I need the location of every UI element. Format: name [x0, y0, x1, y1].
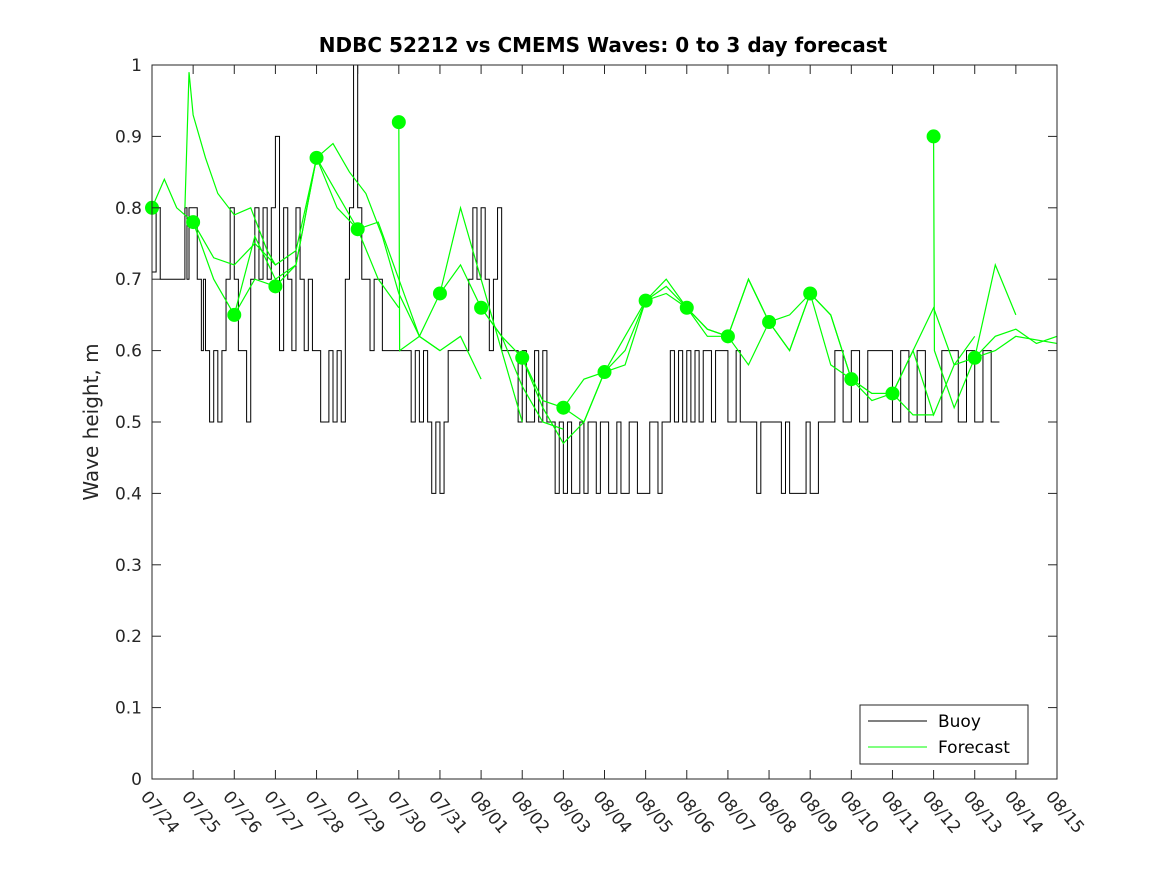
- x-tick-label: 08/02: [506, 787, 553, 837]
- forecast-point: [967, 350, 982, 365]
- series-line-forecast-2: [192, 157, 318, 266]
- x-tick-label: 07/26: [218, 787, 265, 837]
- x-tick-label: 08/11: [877, 787, 924, 837]
- forecast-point: [679, 300, 694, 315]
- series-line-forecast-9: [480, 307, 605, 409]
- x-tick-label: 08/01: [465, 787, 512, 837]
- series-line-forecast-12: [604, 292, 729, 373]
- x-tick-label: 08/09: [794, 787, 841, 837]
- series-line-forecast-1: [184, 72, 276, 266]
- series-line-forecast-20: [932, 136, 1057, 410]
- forecast-point: [556, 400, 571, 415]
- y-tick-label: 0: [131, 770, 142, 790]
- forecast-point: [186, 215, 201, 230]
- x-tick-label: 08/15: [1041, 787, 1088, 837]
- y-tick-label: 0.1: [115, 699, 142, 719]
- y-tick-label: 0.9: [115, 127, 142, 147]
- forecast-point: [309, 150, 324, 165]
- x-tick-label: 08/07: [712, 787, 759, 837]
- forecast-point: [597, 365, 612, 380]
- x-tick-label: 07/29: [342, 787, 389, 837]
- series-line-forecast-4: [274, 156, 400, 309]
- forecast-point: [762, 315, 777, 330]
- forecast-point: [268, 279, 283, 294]
- x-tick-label: 08/03: [548, 787, 595, 837]
- forecast-point: [350, 222, 365, 237]
- y-tick-label: 0.8: [115, 199, 142, 219]
- forecast-point: [515, 350, 530, 365]
- forecast-point: [803, 286, 818, 301]
- series-line-forecast-14: [686, 277, 811, 352]
- x-tick-label: 08/12: [918, 787, 965, 837]
- series-line-forecast-11: [563, 285, 688, 423]
- forecast-point: [474, 300, 489, 315]
- forecast-point: [926, 129, 941, 144]
- y-tick-label: 0.2: [115, 627, 142, 647]
- series-line-forecast-7: [398, 122, 523, 423]
- y-tick-label: 0.7: [115, 270, 142, 290]
- legend-buoy-label: Buoy: [938, 712, 981, 732]
- x-tick-label: 07/31: [424, 787, 471, 837]
- y-tick-label: 0.4: [115, 484, 142, 504]
- x-tick-label: 07/24: [136, 787, 183, 837]
- x-tick-label: 08/10: [835, 787, 882, 837]
- series-line-forecast-0: [152, 177, 276, 317]
- y-tick-label: 1: [131, 56, 142, 76]
- forecast-point: [432, 286, 447, 301]
- x-tick-label: 08/14: [1000, 787, 1047, 837]
- x-tick-label: 08/04: [589, 787, 636, 837]
- series-line-forecast-21: [974, 328, 1057, 359]
- series-line-forecast-16: [768, 292, 893, 395]
- x-tick-label: 08/13: [959, 787, 1006, 837]
- x-tick-label: 08/06: [671, 787, 718, 837]
- x-tick-label: 07/28: [301, 787, 348, 837]
- x-tick-label: 07/27: [260, 787, 307, 837]
- forecast-point: [391, 115, 406, 130]
- plot-area: [145, 65, 1057, 494]
- series-line-forecast-5: [316, 142, 441, 352]
- series-line-forecast-15: [727, 292, 852, 380]
- y-tick-label: 0.6: [115, 342, 142, 362]
- chart-title: NDBC 52212 vs CMEMS Waves: 0 to 3 day fo…: [319, 33, 888, 57]
- x-tick-label: 07/30: [383, 787, 430, 837]
- series-line-forecast-19: [891, 262, 1017, 394]
- series-line-buoy: [152, 65, 1000, 494]
- legend-forecast-label: Forecast: [938, 738, 1010, 758]
- x-tick-label: 07/25: [177, 787, 224, 837]
- forecast-point: [720, 329, 735, 344]
- series-line-forecast-17: [809, 293, 934, 416]
- x-tick-label: 08/08: [753, 787, 800, 837]
- forecast-point: [844, 372, 859, 387]
- legend-box: [859, 704, 1029, 765]
- y-axis-label: Wave height, m: [79, 343, 103, 500]
- forecast-point: [227, 307, 242, 322]
- y-tick-label: 0.3: [115, 556, 142, 576]
- y-tick-label: 0.5: [115, 413, 142, 433]
- legend: Buoy Forecast: [859, 704, 1029, 765]
- x-tick-label: 08/05: [630, 787, 677, 837]
- forecast-point: [885, 386, 900, 401]
- forecast-point: [638, 293, 653, 308]
